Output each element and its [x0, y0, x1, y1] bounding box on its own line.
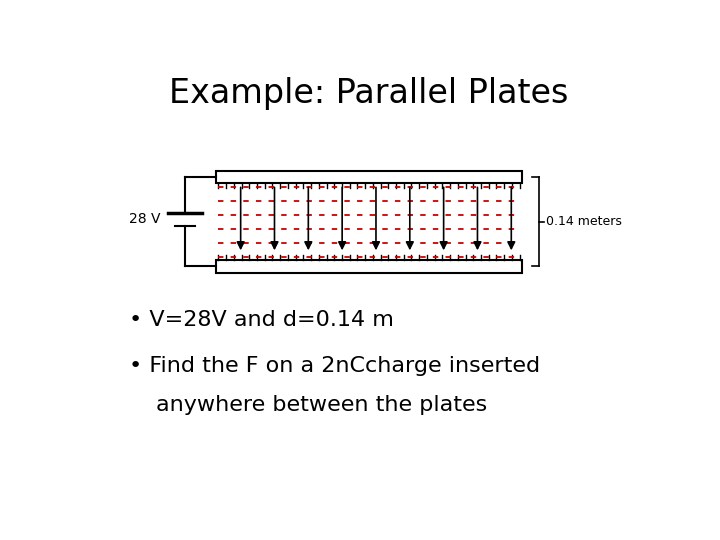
Text: anywhere between the plates: anywhere between the plates [156, 395, 487, 415]
Text: • Find the F on a 2nCcharge inserted: • Find the F on a 2nCcharge inserted [129, 356, 540, 376]
Text: 0.14 meters: 0.14 meters [546, 215, 622, 228]
Bar [215, 171, 523, 183]
Bar [215, 260, 523, 273]
Text: • V=28V and d=0.14 m: • V=28V and d=0.14 m [129, 310, 394, 330]
Text: Example: Parallel Plates: Example: Parallel Plates [169, 77, 569, 110]
Text: 28 V: 28 V [129, 212, 161, 226]
